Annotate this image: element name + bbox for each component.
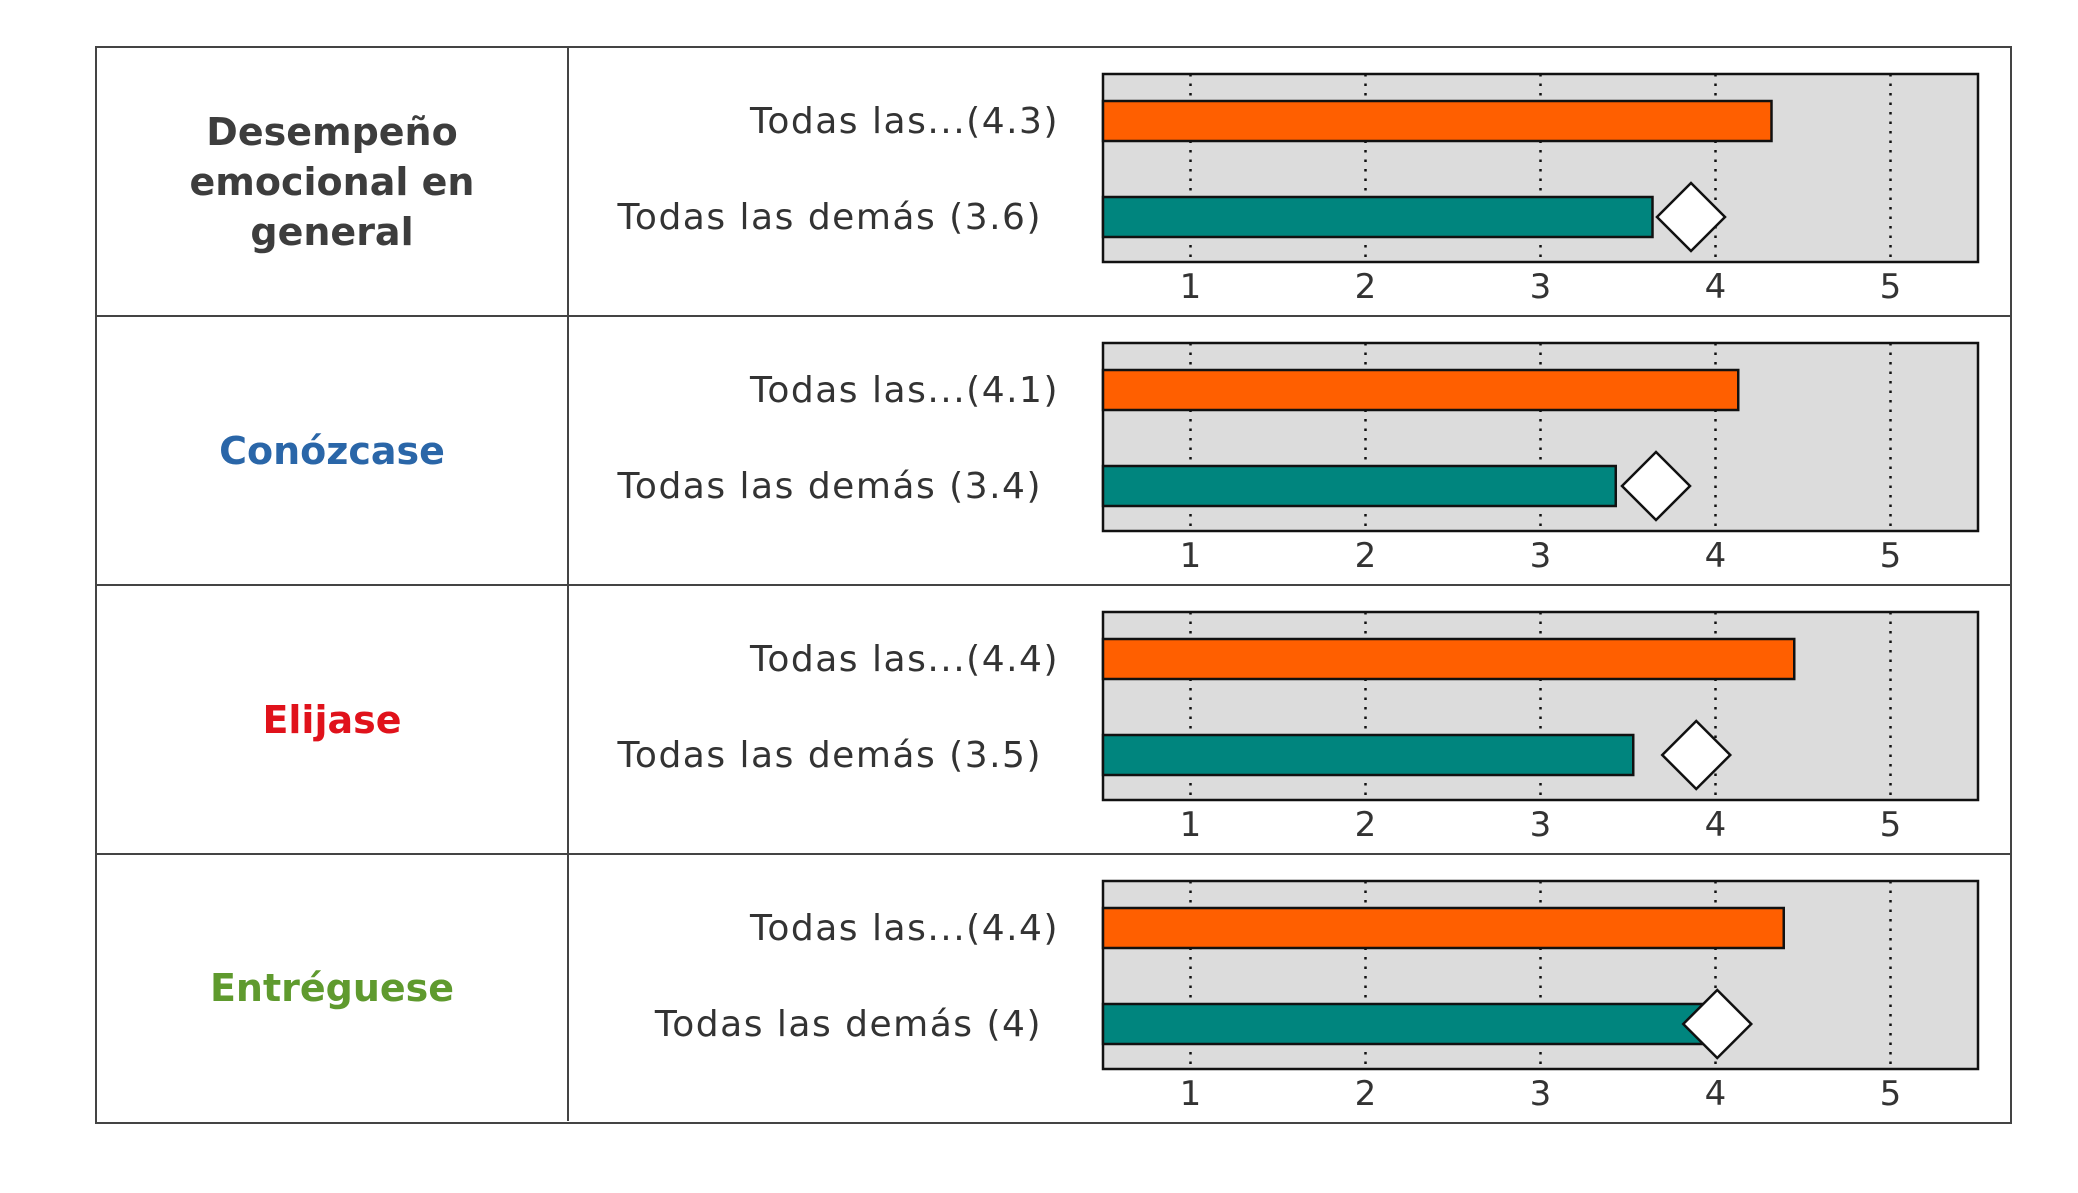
bar [1101, 637, 1796, 681]
chart-title: Conózcase [97, 317, 569, 584]
x-tick-label: 2 [1355, 1074, 1377, 1114]
x-tick-label: 1 [1180, 1074, 1202, 1114]
chart-row: Elijase 1 2 3 4 5 Todas las...(4.4) Todas las d… [97, 586, 2010, 855]
bar-label: Todas las...(4.3) [749, 101, 1059, 142]
bar-label: Todas las demás (3.5) [617, 735, 1042, 776]
x-tick-label: 2 [1355, 267, 1377, 307]
chart-cell: 1 2 3 4 5 Todas las...(4.3) Todas las demás (3… [569, 48, 2010, 315]
bar [1101, 368, 1740, 412]
x-tick-label: 2 [1355, 805, 1377, 845]
bar-chart-svg: 1 2 3 4 5 Todas las...(4.1) Todas las demás (3… [617, 341, 1980, 576]
x-tick-label: 3 [1530, 267, 1552, 307]
x-tick-label: 5 [1880, 1074, 1902, 1114]
chart-row: Desempeño emocional en general 1 2 3 4 5 Todas… [97, 48, 2010, 317]
chart-title: Desempeño emocional en general [97, 48, 569, 315]
x-tick-label: 4 [1705, 805, 1727, 845]
x-tick-label: 3 [1530, 536, 1552, 576]
bar-label: Todas las demás (4) [654, 1004, 1042, 1045]
x-tick-label: 4 [1705, 536, 1727, 576]
diamond-marker [1681, 988, 1754, 1060]
bar-chart-svg: 1 2 3 4 5 Todas las...(4.4) Todas las demás (4… [654, 879, 1980, 1114]
chart-cell: 1 2 3 4 5 Todas las...(4.4) Todas las demás (4… [569, 855, 2010, 1121]
diamond-marker [1620, 450, 1692, 522]
chart-cell: 1 2 3 4 5 Todas las...(4.4) Todas las demás (3… [569, 586, 2010, 853]
bar [1101, 195, 1654, 239]
x-tick-label: 2 [1355, 536, 1377, 576]
x-tick-label: 5 [1880, 536, 1902, 576]
results-table: Desempeño emocional en general 1 2 3 4 5 Todas… [95, 46, 2012, 1124]
x-tick-label: 4 [1705, 1074, 1727, 1114]
x-tick-label: 3 [1530, 1074, 1552, 1114]
bar-label: Todas las...(4.4) [749, 908, 1059, 949]
bar-chart-svg: 1 2 3 4 5 Todas las...(4.3) Todas las demás (3… [617, 72, 1980, 307]
bar [1101, 464, 1617, 508]
x-tick-label: 5 [1880, 267, 1902, 307]
chart-title: Elijase [97, 586, 569, 853]
chart-row: Conózcase 1 2 3 4 5 Todas las...(4.1) Todas las… [97, 317, 2010, 586]
x-tick-label: 5 [1880, 805, 1902, 845]
bar-chart-svg: 1 2 3 4 5 Todas las...(4.4) Todas las demás (3… [617, 610, 1980, 845]
bar-label: Todas las...(4.4) [749, 639, 1059, 680]
bar [1101, 1002, 1710, 1046]
x-tick-label: 1 [1180, 805, 1202, 845]
diamond-marker [1660, 719, 1733, 791]
x-tick-label: 1 [1180, 536, 1202, 576]
chart-cell: 1 2 3 4 5 Todas las...(4.1) Todas las demás (3… [569, 317, 2010, 584]
diamond-marker [1655, 181, 1727, 253]
bar-label: Todas las...(4.1) [749, 370, 1059, 411]
bar [1101, 99, 1773, 143]
bar-label: Todas las demás (3.6) [617, 197, 1042, 238]
x-tick-label: 3 [1530, 805, 1552, 845]
bar [1101, 733, 1635, 777]
bar-label: Todas las demás (3.4) [617, 466, 1042, 507]
chart-title: Entréguese [97, 855, 569, 1121]
x-tick-label: 1 [1180, 267, 1202, 307]
x-tick-label: 4 [1705, 267, 1727, 307]
chart-row: Entréguese 1 2 3 4 5 Todas las...(4.4) Todas la… [97, 855, 2010, 1121]
bar [1101, 906, 1785, 950]
